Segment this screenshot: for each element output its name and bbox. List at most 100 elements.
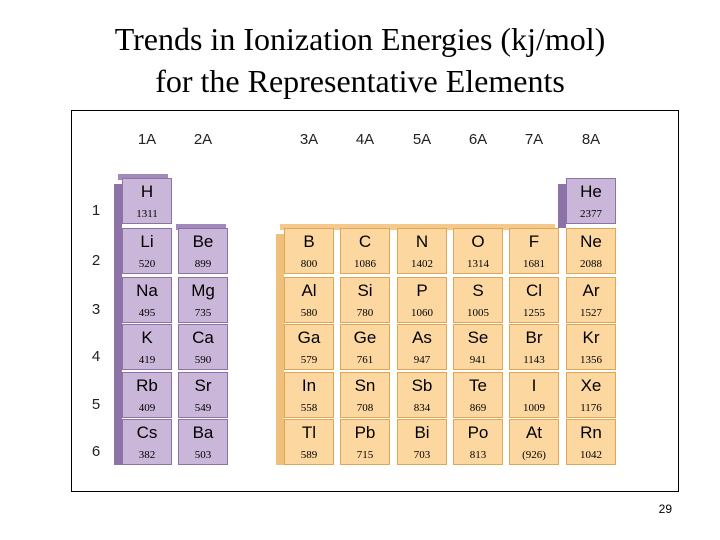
element-cell-kr: Kr 1356 <box>566 324 616 370</box>
element-cell-b: B 800 <box>284 228 334 274</box>
element-cell-br: Br 1143 <box>509 324 559 370</box>
element-symbol: Tl <box>301 423 317 442</box>
element-cell-na: Na 495 <box>122 277 172 323</box>
ionization-energy-value: 941 <box>469 354 487 366</box>
element-face <box>453 324 503 370</box>
element-cell-te: Te 869 <box>453 372 503 418</box>
element-cell-sn: Sn 708 <box>340 372 390 418</box>
element-cell-he: He 2377 <box>566 178 616 224</box>
element-symbol: Rn <box>580 423 602 442</box>
element-face <box>284 419 334 465</box>
ionization-energy-value: 834 <box>413 402 431 414</box>
period-label-6: 6 <box>91 443 101 460</box>
element-symbol: K <box>141 328 153 347</box>
ionization-energy-value: 589 <box>300 449 318 461</box>
element-face <box>284 277 334 323</box>
ionization-energy-value: 558 <box>300 402 318 414</box>
element-cell-n: N 1402 <box>397 228 447 274</box>
period-label-2: 2 <box>91 252 101 269</box>
slide-title: Trends in Ionization Energies (kj/mol) f… <box>0 18 720 102</box>
group-label-7a: 7A <box>524 131 544 148</box>
element-symbol: Ne <box>580 232 602 251</box>
group-label-4a: 4A <box>355 131 375 148</box>
element-symbol: Xe <box>580 376 602 395</box>
element-symbol: Bi <box>414 423 430 442</box>
element-face <box>340 419 390 465</box>
element-cell-be: Be 899 <box>178 228 228 274</box>
ionization-energy-value: 1402 <box>411 258 433 270</box>
element-face <box>566 419 616 465</box>
element-face <box>284 228 334 274</box>
element-cell-po: Po 813 <box>453 419 503 465</box>
element-symbol: Li <box>140 232 154 251</box>
element-face <box>340 372 390 418</box>
element-symbol: B <box>303 232 315 251</box>
element-symbol: Se <box>467 328 489 347</box>
element-symbol: Ar <box>582 281 600 300</box>
element-cell-al: Al 580 <box>284 277 334 323</box>
element-symbol: H <box>140 182 154 201</box>
element-cell-rn: Rn 1042 <box>566 419 616 465</box>
element-face <box>178 419 228 465</box>
element-face <box>453 372 503 418</box>
element-face <box>509 419 559 465</box>
ionization-energy-value: 579 <box>300 354 318 366</box>
ionization-energy-value: 520 <box>138 258 156 270</box>
element-face <box>178 372 228 418</box>
ionization-energy-value: 503 <box>194 449 212 461</box>
element-symbol: Mg <box>191 281 215 300</box>
element-symbol: Cl <box>525 281 543 300</box>
element-face <box>566 178 616 224</box>
element-face <box>509 324 559 370</box>
element-face <box>509 277 559 323</box>
element-face <box>122 277 172 323</box>
element-cell-ca: Ca 590 <box>178 324 228 370</box>
element-cell-li: Li 520 <box>122 228 172 274</box>
element-face <box>340 228 390 274</box>
element-symbol: Ba <box>192 423 214 442</box>
ionization-energy-value: 590 <box>194 354 212 366</box>
element-cell-at: At (926) <box>509 419 559 465</box>
ionization-energy-value: 580 <box>300 307 318 319</box>
element-cell-ba: Ba 503 <box>178 419 228 465</box>
element-symbol: Kr <box>582 328 600 347</box>
noble-block-side <box>558 184 566 228</box>
element-cell-i: I 1009 <box>509 372 559 418</box>
ionization-energy-value: 780 <box>356 307 374 319</box>
element-symbol: Sb <box>411 376 433 395</box>
ionization-energy-value: (926) <box>522 449 546 461</box>
element-face <box>284 372 334 418</box>
element-face <box>122 178 172 224</box>
ionization-energy-value: 495 <box>138 307 156 319</box>
element-cell-ge: Ge 761 <box>340 324 390 370</box>
element-cell-cl: Cl 1255 <box>509 277 559 323</box>
purple-block-top <box>118 174 168 180</box>
element-face <box>397 228 447 274</box>
element-face <box>340 277 390 323</box>
element-symbol: As <box>412 328 432 347</box>
element-symbol: Sn <box>354 376 376 395</box>
element-face <box>397 277 447 323</box>
group-label-2a: 2A <box>193 131 213 148</box>
orange-block-side <box>276 234 284 465</box>
ionization-energy-value: 1086 <box>354 258 376 270</box>
element-face <box>509 372 559 418</box>
element-cell-tl: Tl 589 <box>284 419 334 465</box>
element-symbol: Ge <box>353 328 377 347</box>
element-cell-ga: Ga 579 <box>284 324 334 370</box>
element-cell-se: Se 941 <box>453 324 503 370</box>
element-cell-xe: Xe 1176 <box>566 372 616 418</box>
element-symbol: S <box>472 281 484 300</box>
ionization-energy-value: 1060 <box>411 307 433 319</box>
element-cell-bi: Bi 703 <box>397 419 447 465</box>
purple-block-side <box>114 184 122 465</box>
element-face <box>453 228 503 274</box>
element-symbol: Po <box>467 423 489 442</box>
page-number: 29 <box>658 502 672 516</box>
element-cell-ne: Ne 2088 <box>566 228 616 274</box>
element-face <box>509 228 559 274</box>
period-label-5: 5 <box>91 396 101 413</box>
element-cell-as: As 947 <box>397 324 447 370</box>
element-cell-p: P 1060 <box>397 277 447 323</box>
ionization-energy-value: 1311 <box>136 208 158 220</box>
